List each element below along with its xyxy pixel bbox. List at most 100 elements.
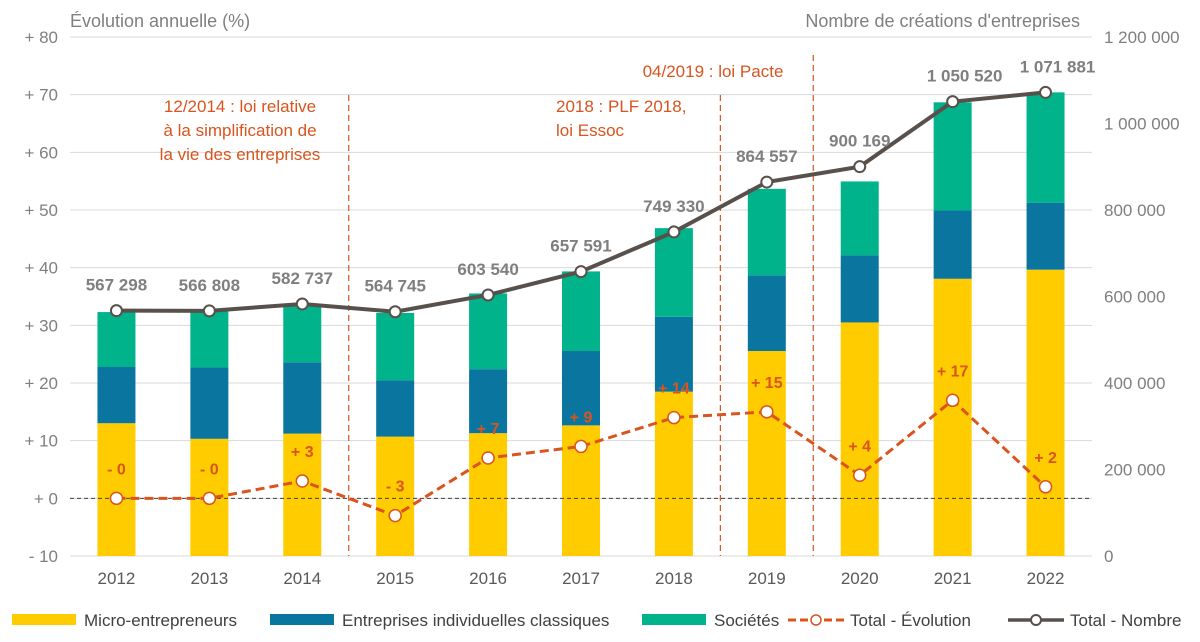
total-number-point (667, 225, 681, 239)
legend-swatch (12, 614, 76, 625)
bar-soci-t-s-2018 (654, 228, 693, 317)
total-number-line: 567 298 566 808 582 737 564 745 603 540 657 5… (86, 57, 1096, 319)
bar-entreprises-individuelles-classiques-2013 (190, 367, 229, 439)
total-evolution-label: + 7 (477, 421, 500, 438)
total-number-label: 567 298 (86, 276, 147, 295)
bar-entreprises-individuelles-classiques-2021 (933, 210, 972, 279)
total-evolution-label: + 9 (570, 409, 593, 426)
x-axis: 2012 2013 2014 2015 2016 2017 2018 2019 2020 2021… (98, 569, 1065, 588)
bar-micro-entrepreneurs-2019 (747, 350, 786, 556)
left-tick-label: + 80 (24, 28, 58, 47)
bar-entreprises-individuelles-classiques-2018 (654, 316, 693, 392)
legend-label: Entreprises individuelles classiques (342, 611, 609, 630)
right-tick-label: 800 000 (1104, 201, 1165, 220)
total-evolution-point (852, 468, 867, 483)
total-evolution-polyline (116, 398, 1047, 518)
total-evolution-label: + 15 (751, 375, 783, 392)
left-tick-label: + 0 (34, 489, 58, 508)
x-tick-label: 2018 (655, 569, 693, 588)
total-evolution-label: - 0 (200, 461, 219, 478)
annotations: 12/2014 : loi relative à la simplificatio… (160, 55, 814, 556)
total-number-point (202, 304, 216, 318)
total-number-label: 603 540 (457, 260, 518, 279)
right-tick-label: 400 000 (1104, 374, 1165, 393)
x-tick-label: 2019 (748, 569, 786, 588)
bar-micro-entrepreneurs-2021 (933, 278, 972, 556)
total-number-point (388, 305, 402, 319)
legend-swatch (270, 614, 334, 625)
bar-soci-t-s-2016 (469, 293, 508, 370)
left-tick-label: + 20 (24, 374, 58, 393)
total-evolution-label: + 14 (658, 381, 690, 398)
x-tick-label: 2013 (190, 569, 228, 588)
total-number-label: 1 071 881 (1020, 57, 1096, 76)
left-tick-label: + 70 (24, 86, 58, 105)
total-evolution-point (481, 451, 495, 465)
total-evolution-point (760, 405, 774, 419)
right-tick-label: 1 200 000 (1104, 28, 1180, 47)
x-tick-label: 2012 (98, 569, 136, 588)
left-tick-label: + 30 (24, 316, 58, 335)
left-tick-label: + 60 (24, 143, 58, 162)
bar-soci-t-s-2013 (190, 309, 229, 368)
total-evolution-point (574, 439, 588, 454)
bar-entreprises-individuelles-classiques-2012 (97, 366, 136, 424)
total-number-point (760, 175, 774, 189)
left-tick-label: + 40 (24, 259, 58, 278)
x-tick-label: 2015 (376, 569, 414, 588)
annotation-text: la vie des entreprises (160, 145, 321, 164)
total-number-label: 582 737 (272, 269, 333, 288)
total-evolution-label: - 0 (107, 461, 126, 478)
total-number-point (109, 304, 123, 318)
left-axis: + 80 + 70 + 60 + 50 + 40 + 30 + 20 + 10 + 0 - 10 (24, 28, 58, 566)
total-evolution-label: + 3 (291, 444, 314, 461)
annotation-text: 2018 : PLF 2018, (556, 97, 686, 116)
bar-entreprises-individuelles-classiques-2015 (376, 380, 415, 437)
legend-label: Micro-entrepreneurs (84, 611, 237, 630)
bar-entreprises-individuelles-classiques-2017 (562, 350, 600, 426)
total-number-label: 566 808 (179, 276, 240, 295)
stacked-bars (97, 92, 1065, 556)
right-tick-label: 600 000 (1104, 288, 1165, 307)
total-evolution-point (945, 393, 960, 408)
bar-entreprises-individuelles-classiques-2016 (469, 369, 508, 434)
total-number-point (295, 297, 309, 311)
total-number-label: 900 169 (829, 132, 890, 151)
bar-entreprises-individuelles-classiques-2022 (1026, 202, 1065, 270)
total-evolution-point (388, 508, 402, 523)
total-number-label: 657 591 (550, 237, 611, 256)
bar-soci-t-s-2021 (933, 102, 972, 211)
legend-label: Sociétés (714, 611, 779, 630)
x-tick-label: 2020 (841, 569, 879, 588)
bar-soci-t-s-2015 (376, 312, 415, 381)
right-tick-label: 200 000 (1104, 461, 1165, 480)
total-evolution-point (295, 474, 310, 488)
total-number-label: 864 557 (736, 147, 797, 166)
bar-micro-entrepreneurs-2020 (840, 322, 879, 556)
legend: Micro-entrepreneurs Entreprises individue… (12, 611, 1181, 630)
left-tick-label: - 10 (29, 547, 58, 566)
right-axis: 1 200 000 1 000 000 800 000 600 000 400 000 2… (1104, 28, 1180, 566)
x-tick-label: 2017 (562, 569, 600, 588)
bar-micro-entrepreneurs-2014 (283, 433, 322, 556)
total-number-label: 749 330 (643, 197, 704, 216)
legend-marker (1030, 614, 1042, 626)
bar-soci-t-s-2017 (562, 271, 600, 351)
x-tick-label: 2021 (934, 569, 972, 588)
total-number-point (946, 95, 960, 109)
total-evolution-point (202, 491, 217, 506)
x-tick-label: 2016 (469, 569, 507, 588)
right-tick-label: 0 (1104, 547, 1113, 566)
bar-micro-entrepreneurs-2012 (97, 423, 136, 556)
bar-entreprises-individuelles-classiques-2019 (747, 275, 786, 351)
legend-label: Total - Évolution (850, 611, 971, 630)
bar-soci-t-s-2014 (283, 305, 322, 363)
bar-soci-t-s-2012 (97, 312, 136, 367)
total-number-point (481, 288, 495, 302)
total-number-point (574, 265, 588, 279)
left-tick-label: + 10 (24, 432, 58, 451)
annotation-text: à la simplification de (163, 121, 316, 140)
left-tick-label: + 50 (24, 201, 58, 220)
total-evolution-label: + 2 (1034, 450, 1057, 467)
